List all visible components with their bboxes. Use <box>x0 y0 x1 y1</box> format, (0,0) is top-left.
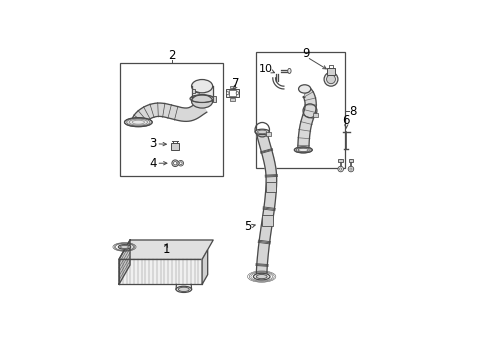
Circle shape <box>178 161 183 166</box>
Text: 2: 2 <box>167 49 175 62</box>
Polygon shape <box>132 101 206 123</box>
Text: 7: 7 <box>231 77 239 90</box>
Circle shape <box>337 166 343 172</box>
Circle shape <box>179 162 182 165</box>
Ellipse shape <box>298 85 310 93</box>
Circle shape <box>347 166 353 172</box>
Text: 5: 5 <box>244 220 251 233</box>
Circle shape <box>324 72 337 86</box>
Polygon shape <box>119 240 130 284</box>
Text: 9: 9 <box>302 47 309 60</box>
Polygon shape <box>119 240 213 260</box>
Text: 8: 8 <box>348 105 356 118</box>
Circle shape <box>326 75 335 84</box>
Ellipse shape <box>176 286 191 292</box>
Ellipse shape <box>253 273 269 280</box>
Circle shape <box>172 160 178 167</box>
Ellipse shape <box>191 80 212 93</box>
FancyBboxPatch shape <box>171 143 179 150</box>
Polygon shape <box>191 86 212 102</box>
FancyBboxPatch shape <box>348 159 352 162</box>
Circle shape <box>236 92 238 94</box>
Polygon shape <box>119 260 202 284</box>
FancyBboxPatch shape <box>313 113 318 117</box>
Polygon shape <box>297 86 316 149</box>
Ellipse shape <box>255 129 269 135</box>
Ellipse shape <box>118 245 130 249</box>
FancyBboxPatch shape <box>265 181 276 192</box>
Text: 1: 1 <box>162 243 169 256</box>
FancyBboxPatch shape <box>338 159 342 162</box>
Polygon shape <box>202 250 207 284</box>
Ellipse shape <box>294 147 311 153</box>
Text: 6: 6 <box>342 114 349 127</box>
Circle shape <box>349 168 351 170</box>
FancyBboxPatch shape <box>265 132 270 136</box>
Text: 10: 10 <box>259 64 273 74</box>
FancyBboxPatch shape <box>262 215 272 226</box>
Ellipse shape <box>178 287 189 292</box>
FancyBboxPatch shape <box>212 96 216 102</box>
FancyBboxPatch shape <box>226 89 239 97</box>
FancyBboxPatch shape <box>326 68 335 75</box>
FancyBboxPatch shape <box>229 86 235 89</box>
Circle shape <box>339 168 341 170</box>
Ellipse shape <box>257 130 266 134</box>
FancyBboxPatch shape <box>229 98 235 100</box>
FancyBboxPatch shape <box>229 90 235 96</box>
FancyBboxPatch shape <box>191 90 195 93</box>
Ellipse shape <box>287 68 290 73</box>
Text: 4: 4 <box>149 157 157 170</box>
Polygon shape <box>275 74 278 81</box>
Polygon shape <box>256 134 276 274</box>
Circle shape <box>173 162 177 165</box>
Ellipse shape <box>120 246 128 248</box>
Ellipse shape <box>294 147 311 153</box>
Ellipse shape <box>124 118 152 127</box>
Text: 3: 3 <box>149 137 157 150</box>
Polygon shape <box>281 69 289 72</box>
Circle shape <box>226 92 229 94</box>
Ellipse shape <box>191 95 212 108</box>
Ellipse shape <box>256 275 266 279</box>
